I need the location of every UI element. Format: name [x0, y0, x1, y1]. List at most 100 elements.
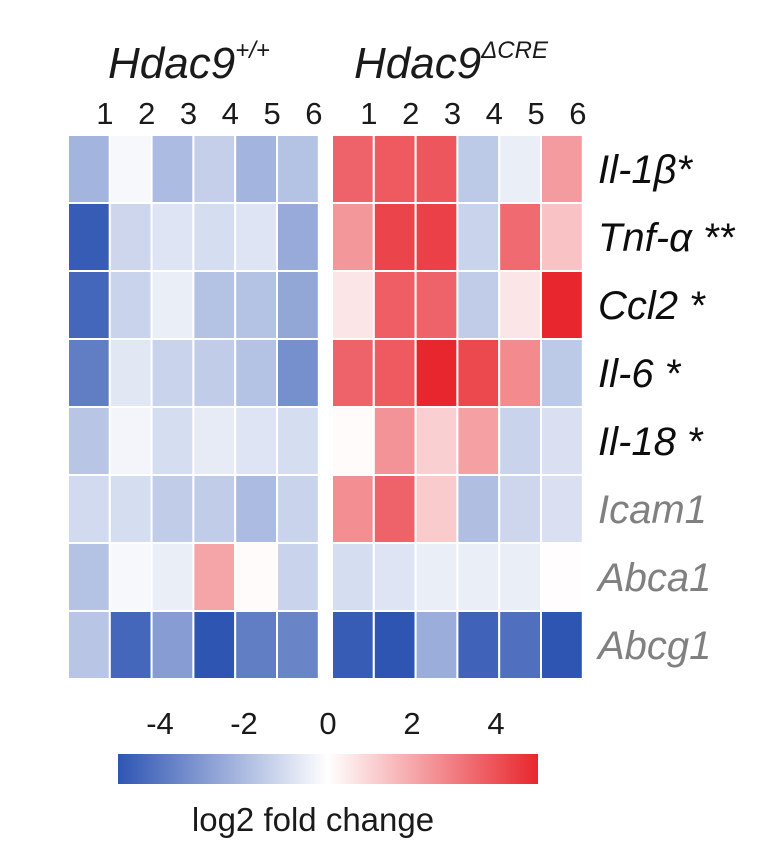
heatmap-cell — [331, 270, 375, 340]
heatmap-cell — [414, 474, 459, 544]
heatmap-cell — [414, 406, 459, 476]
heatmap-cell — [234, 338, 278, 408]
heatmap-cell — [414, 134, 459, 204]
column-label: 2 — [138, 96, 155, 131]
heatmap-cell — [331, 610, 375, 680]
heatmap-cell — [331, 406, 375, 476]
heatmap-cell — [498, 474, 543, 544]
heatmap-cell — [192, 610, 237, 680]
heatmap-cell — [540, 406, 584, 476]
heatmap-cell — [276, 338, 320, 408]
heatmap-cell — [331, 134, 375, 204]
heatmap-cell — [192, 134, 237, 204]
heatmap-cell — [150, 474, 195, 544]
heatmap-cell — [108, 610, 153, 680]
heatmap-cell — [414, 270, 459, 340]
heatmap-cell — [414, 202, 459, 272]
colorbar-tick-label: 0 — [319, 706, 336, 741]
heatmap-cell — [150, 202, 195, 272]
heatmap-cell — [276, 134, 320, 204]
heatmap-cell — [234, 134, 278, 204]
row-labels: Il-1β* Tnf-α ** Ccl2 * Il-6 * Il-18 * Icam1 Ab… — [596, 148, 736, 668]
heatmap-cell — [234, 406, 278, 476]
column-label: 3 — [180, 96, 197, 131]
colorbar-tick-label: 2 — [403, 706, 420, 741]
heatmap-cell — [372, 202, 417, 272]
row-label: Abcg1 — [596, 624, 711, 668]
heatmap-cell — [456, 338, 501, 408]
row-label: Icam1 — [598, 488, 707, 532]
heatmap-cell — [108, 202, 153, 272]
heatmap-cell — [276, 474, 320, 544]
heatmap-cell — [540, 202, 584, 272]
heatmap-cell — [67, 134, 111, 204]
heatmap-cell — [67, 542, 111, 612]
column-label: 4 — [486, 96, 503, 131]
heatmap-cell — [498, 542, 543, 612]
heatmap-cell — [414, 338, 459, 408]
column-label: 1 — [360, 96, 377, 131]
heatmap-cell — [498, 338, 543, 408]
heatmap-cell — [234, 542, 278, 612]
column-label: 6 — [569, 96, 586, 131]
heatmap-cell — [414, 610, 459, 680]
group-title-knockout-name: Hdac9 — [354, 39, 481, 88]
heatmap-cell — [192, 270, 237, 340]
group-title-wildtype: Hdac9+/+ — [108, 37, 270, 88]
colorbar-tick-label: -4 — [146, 706, 174, 741]
heatmap-cell — [150, 134, 195, 204]
heatmap-cell — [67, 406, 111, 476]
heatmap-cell — [498, 134, 543, 204]
heatmap-cell — [150, 542, 195, 612]
group-title-wildtype-name: Hdac9 — [108, 39, 235, 88]
heatmap-cell — [456, 406, 501, 476]
group-title-knockout-superscript: ΔCRE — [480, 37, 549, 64]
heatmap-cell — [276, 406, 320, 476]
heatmap-cell — [276, 610, 320, 680]
heatmap-cell — [108, 474, 153, 544]
heatmap-cell — [192, 406, 237, 476]
heatmap-cell — [540, 338, 584, 408]
heatmap-cell — [67, 202, 111, 272]
heatmap-cell — [234, 270, 278, 340]
heatmap-cell — [67, 610, 111, 680]
heatmap-cell — [108, 134, 153, 204]
heatmap-cell — [540, 134, 584, 204]
heatmap-cell — [498, 202, 543, 272]
column-label: 1 — [96, 96, 113, 131]
group-title-wildtype-superscript: +/+ — [235, 37, 270, 64]
heatmap-cell — [456, 542, 501, 612]
row-label: Tnf-α ** — [598, 216, 736, 260]
heatmap-cell — [192, 338, 237, 408]
heatmap-cell — [372, 610, 417, 680]
column-label: 5 — [263, 96, 280, 131]
heatmap-cell — [414, 542, 459, 612]
heatmap-cell — [150, 610, 195, 680]
heatmap-cell — [331, 542, 375, 612]
heatmap-cell — [150, 338, 195, 408]
heatmap-cell — [276, 270, 320, 340]
heatmap-cell — [150, 406, 195, 476]
heatmap-cell — [540, 270, 584, 340]
colorbar-tick-label: -2 — [230, 706, 258, 741]
heatmap-cell — [540, 474, 584, 544]
heatmap-cell — [192, 202, 237, 272]
heatmap-cell — [108, 542, 153, 612]
heatmap-cell — [540, 542, 584, 612]
heatmap-cell — [456, 202, 501, 272]
heatmap-cell — [234, 474, 278, 544]
heatmap-cell — [372, 474, 417, 544]
heatmap-cell — [331, 474, 375, 544]
row-label: Il-18 * — [598, 420, 704, 464]
heatmap-cell — [276, 542, 320, 612]
heatmap-cell — [456, 610, 501, 680]
heatmap-cell — [67, 338, 111, 408]
heatmap-cell — [372, 542, 417, 612]
heatmap-cell — [372, 270, 417, 340]
heatmap-cell — [372, 338, 417, 408]
column-label: 2 — [402, 96, 419, 131]
row-label: Abca1 — [596, 556, 711, 600]
row-label: Il-1β* — [598, 148, 693, 192]
